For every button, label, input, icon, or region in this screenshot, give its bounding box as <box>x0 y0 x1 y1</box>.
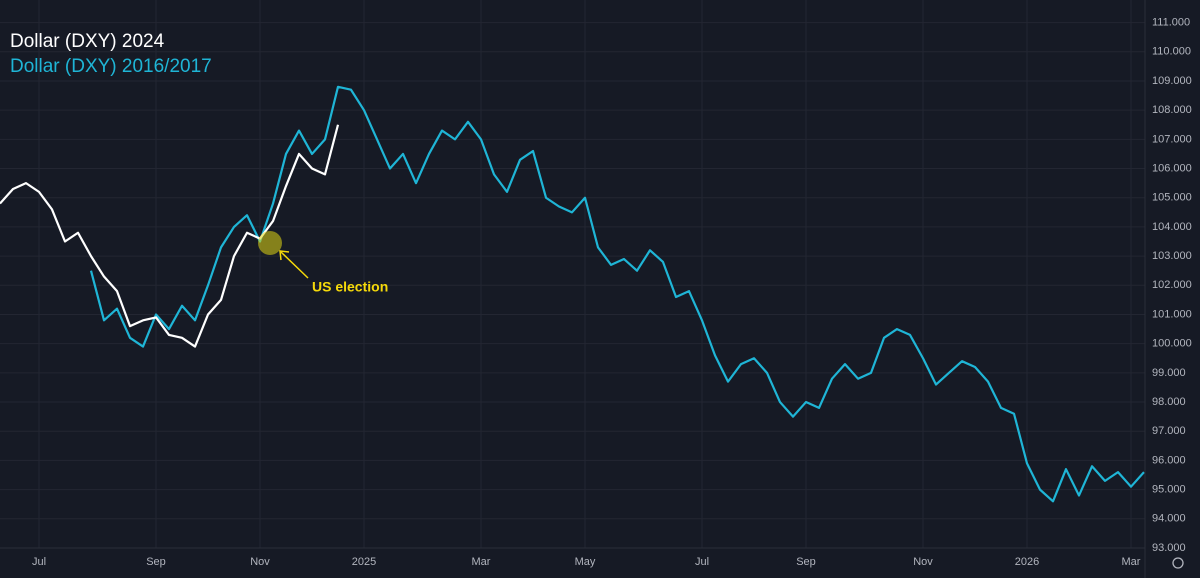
x-tick-label: 2026 <box>1015 556 1039 568</box>
y-tick-label: 108.000 <box>1152 104 1192 116</box>
x-tick-label: Nov <box>913 556 933 568</box>
y-tick-label: 98.000 <box>1152 396 1186 408</box>
x-tick-label: Jul <box>695 556 709 568</box>
legend-entry: Dollar (DXY) 2016/2017 <box>10 56 212 77</box>
plot <box>0 85 1145 503</box>
y-tick-label: 103.000 <box>1152 250 1192 262</box>
y-tick-label: 100.000 <box>1152 338 1192 350</box>
y-tick-label: 107.000 <box>1152 133 1192 145</box>
y-tick-label: 101.000 <box>1152 308 1192 320</box>
highlight-circle <box>258 231 282 255</box>
y-tick-label: 95.000 <box>1152 484 1186 496</box>
y-tick-label: 97.000 <box>1152 425 1186 437</box>
y-tick-label: 111.000 <box>1152 17 1190 29</box>
y-tick-label: 93.000 <box>1152 542 1186 554</box>
x-tick-label: Sep <box>796 556 816 568</box>
annotation: US election <box>312 279 388 295</box>
x-tick-label: May <box>575 556 596 568</box>
y-tick-label: 94.000 <box>1152 513 1186 525</box>
x-tick-label: Mar <box>472 556 491 568</box>
y-tick-label: 99.000 <box>1152 367 1186 379</box>
x-tick-label: Mar <box>1122 556 1141 568</box>
x-tick-label: Jul <box>32 556 46 568</box>
grid <box>0 0 1145 549</box>
y-tick-label: 102.000 <box>1152 279 1192 291</box>
settings-icon[interactable] <box>1172 557 1184 569</box>
annotation-arrow <box>280 251 309 279</box>
legend-entry: Dollar (DXY) 2024 <box>10 31 165 52</box>
y-tick-label: 104.000 <box>1152 221 1192 233</box>
annotation-arrowhead <box>279 250 290 261</box>
y-tick-label: 96.000 <box>1152 454 1186 466</box>
x-tick-label: 2025 <box>352 556 376 568</box>
y-tick-label: 110.000 <box>1152 46 1191 58</box>
series-line <box>0 124 340 348</box>
y-tick-label: 109.000 <box>1152 75 1192 87</box>
y-tick-label: 105.000 <box>1152 192 1192 204</box>
y-tick-label: 106.000 <box>1152 162 1192 174</box>
series-line <box>89 85 1145 503</box>
x-tick-label: Nov <box>250 556 270 568</box>
x-tick-label: Sep <box>146 556 166 568</box>
